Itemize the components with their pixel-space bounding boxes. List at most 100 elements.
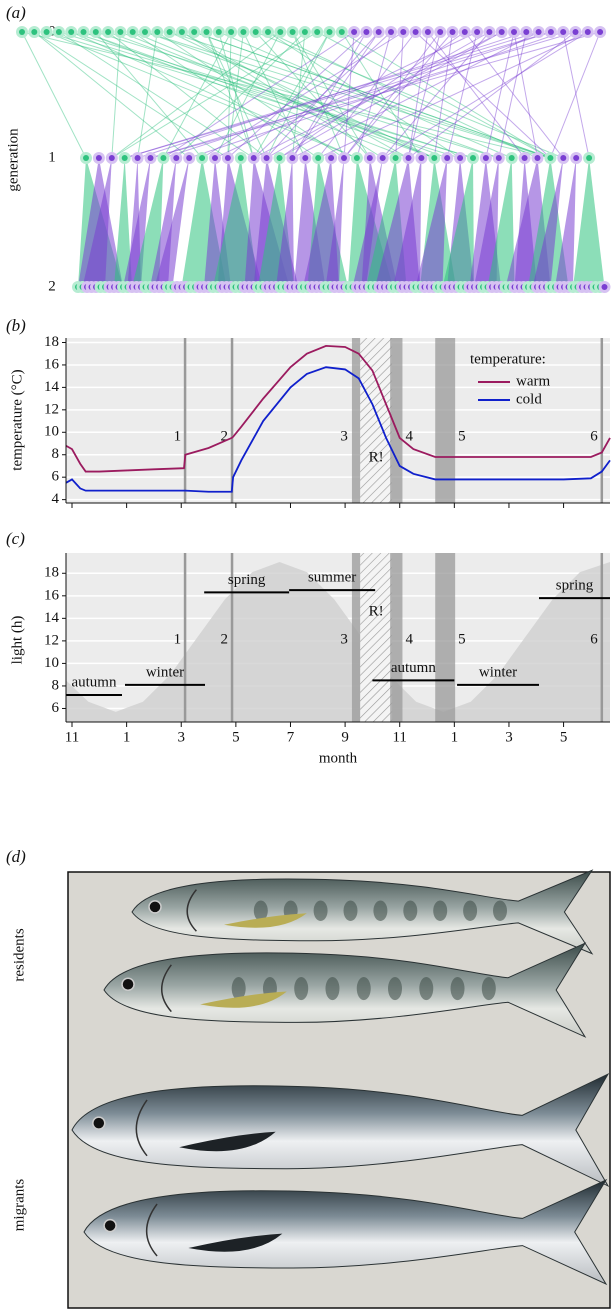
node [314, 29, 321, 35]
y-tick-label: 8 [52, 446, 60, 462]
parent-link [163, 31, 552, 159]
fish-eye [121, 977, 135, 991]
offspring-fan [573, 158, 605, 287]
node [375, 29, 382, 35]
temperature-line [65, 366, 611, 493]
parent-link [253, 31, 392, 159]
parent-link [132, 31, 319, 159]
parent-link [111, 31, 318, 159]
node [326, 29, 333, 35]
node [511, 29, 517, 35]
parent-link [111, 31, 121, 159]
node [265, 29, 271, 35]
parent-link [95, 31, 499, 159]
node [212, 155, 218, 161]
fish-gill [160, 964, 172, 1013]
season-label: spring [556, 578, 594, 594]
node [597, 29, 604, 35]
node [449, 29, 456, 35]
parent-link [189, 31, 564, 159]
parent-link [58, 31, 474, 159]
generation-label: 1 [48, 149, 56, 165]
legend-label: warm [516, 373, 550, 389]
y-tick-label: 6 [52, 469, 60, 485]
fish-photo [71, 869, 610, 1286]
event-label: 6 [590, 428, 598, 444]
node [224, 155, 231, 161]
node [199, 155, 206, 161]
parent-link [227, 31, 232, 159]
fish-gill [145, 1203, 158, 1257]
parent-link [292, 31, 345, 159]
node [584, 29, 591, 35]
offspring-fan [276, 158, 294, 287]
node [457, 155, 464, 161]
event-label: 6 [590, 631, 598, 647]
parent-link [227, 31, 244, 159]
x-tick-label: 3 [505, 729, 513, 745]
node [203, 29, 210, 35]
parr-mark [481, 977, 496, 1001]
parent-link [95, 31, 203, 159]
y-tick-label: 14 [44, 379, 60, 395]
y-tick-label: 18 [44, 565, 59, 581]
parent-link [513, 31, 538, 159]
y-tick-label: 6 [52, 700, 60, 716]
node [142, 29, 148, 35]
parent-link [316, 31, 551, 159]
parent-link [150, 31, 576, 159]
fish-body [71, 1072, 610, 1188]
node [301, 29, 308, 35]
parent-link [181, 31, 383, 159]
node [55, 29, 62, 35]
y-tick-label: 14 [44, 610, 60, 626]
event-band [351, 553, 361, 722]
parent-link [343, 31, 453, 159]
offspring-fan [393, 158, 422, 287]
node [461, 29, 468, 35]
node [43, 29, 50, 35]
fish-fin [179, 1131, 276, 1152]
x-tick-label: 1 [123, 729, 131, 745]
parr-mark [373, 900, 388, 921]
node [418, 155, 425, 161]
season-label: spring [228, 572, 266, 588]
x-tick-label: 11 [392, 729, 406, 745]
node [178, 29, 185, 35]
event-label: 2 [221, 428, 229, 444]
node [83, 155, 89, 161]
parent-link [194, 31, 551, 159]
offspring-fan [555, 158, 577, 287]
parr-mark [294, 977, 309, 1001]
parent-link [408, 31, 576, 159]
parent-link [70, 31, 358, 159]
x-tick-label: 9 [341, 729, 349, 745]
y-tick-label: 18 [44, 334, 59, 350]
parent-link [464, 31, 564, 159]
offspring-fan [154, 158, 190, 287]
parent-link [21, 31, 551, 159]
parent-link [218, 31, 512, 159]
pedigree [16, 26, 611, 293]
parent-link [291, 31, 306, 159]
parr-mark [253, 900, 268, 921]
parent-link [266, 31, 380, 159]
x-axis-label: month [319, 750, 358, 766]
season-label: autumn [71, 674, 116, 690]
hatched-region [360, 338, 393, 503]
y-tick-label: 16 [44, 587, 60, 603]
node [237, 155, 244, 161]
offspring-fan [352, 158, 383, 287]
node [366, 155, 373, 161]
node [117, 29, 124, 35]
parent-link [317, 31, 416, 159]
region-label: R! [369, 603, 384, 619]
parent-link [446, 31, 478, 159]
event-label: 5 [458, 428, 466, 444]
offspring-fan [82, 158, 112, 287]
event-label: 1 [174, 631, 182, 647]
parent-link [169, 31, 551, 159]
parent-link [150, 31, 601, 159]
event-label: 2 [221, 631, 229, 647]
